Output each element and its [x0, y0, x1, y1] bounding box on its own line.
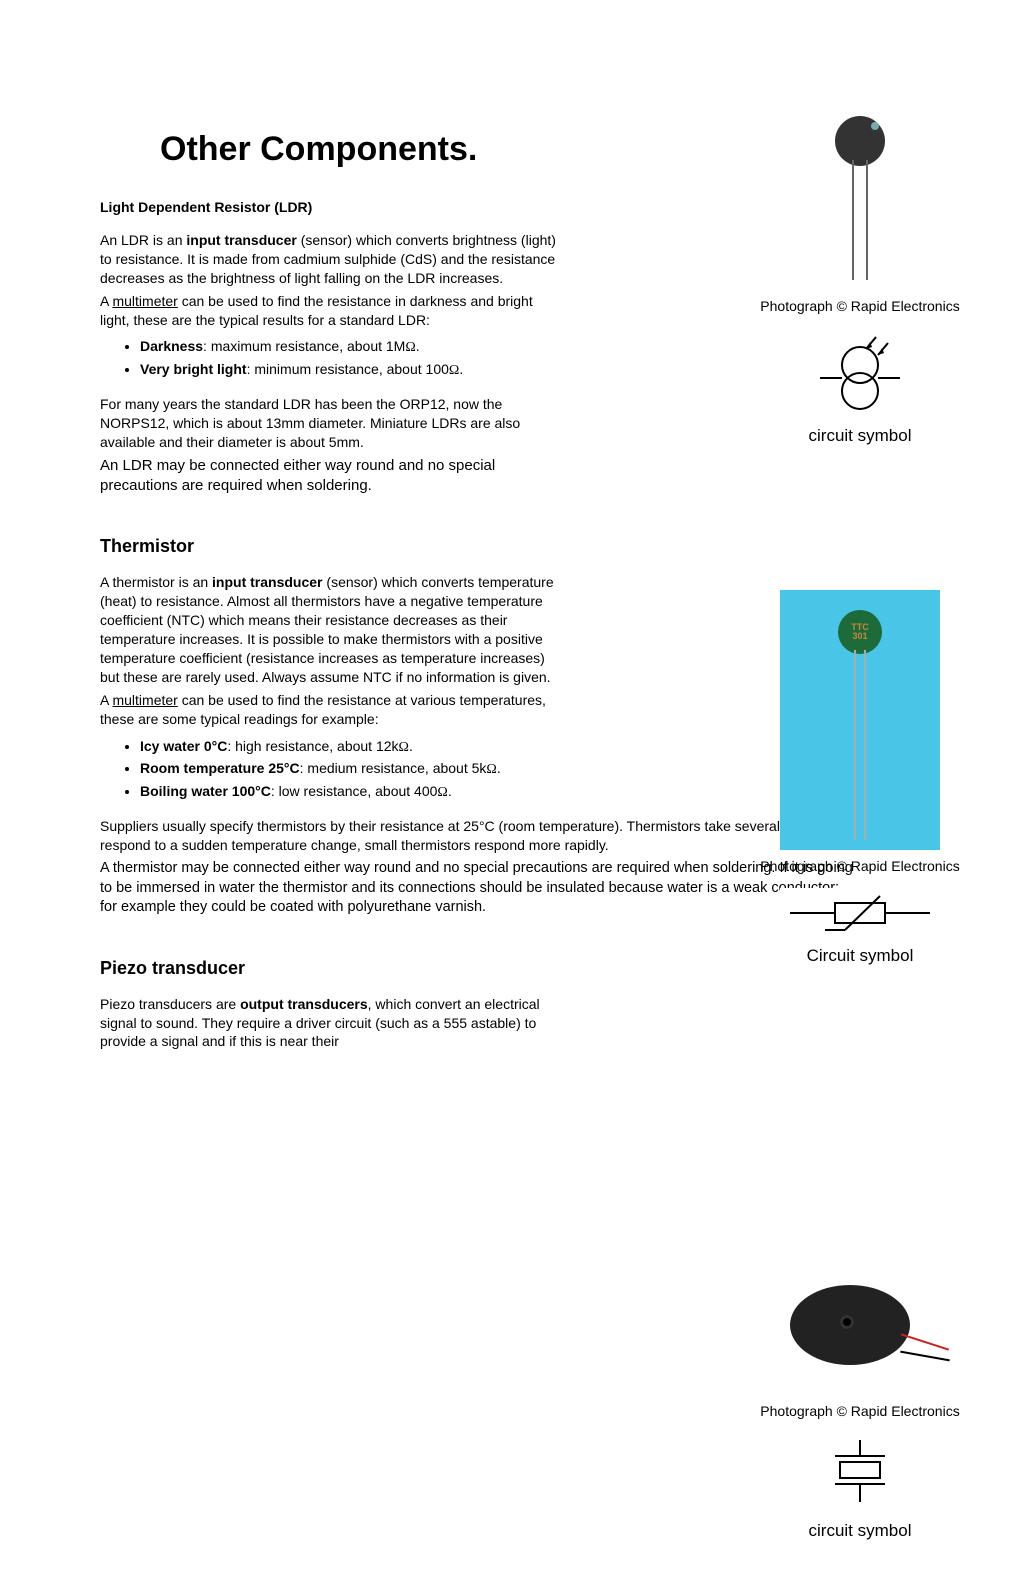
thermistor-symbol-caption: Circuit symbol [730, 946, 990, 966]
text-bold: Boiling water 100°C [140, 783, 271, 799]
text-underline: multimeter [112, 692, 177, 708]
omega-symbol: Ω [486, 762, 496, 777]
thermistor-circuit-symbol [780, 888, 940, 938]
ldr-right-column: Photograph © Rapid Electronics circuit s… [730, 110, 990, 476]
thermistor-right-column: TTC301 Photograph © Rapid Electronics Ci… [730, 590, 990, 996]
text-bold: input transducer [186, 232, 296, 248]
omega-symbol: Ω [437, 785, 447, 800]
ldr-paragraph-2: A multimeter can be used to find the res… [100, 292, 560, 330]
text: : medium resistance, about 5k [300, 760, 487, 776]
omega-symbol: Ω [405, 340, 415, 355]
piezo-right-column: Photograph © Rapid Electronics circuit s… [730, 1275, 990, 1571]
ldr-paragraph-3: For many years the standard LDR has been… [100, 395, 560, 452]
thermistor-leg [864, 650, 866, 840]
thermistor-paragraph-2: A multimeter can be used to find the res… [100, 691, 560, 729]
text: : maximum resistance, about 1M [203, 338, 405, 354]
text: . [448, 783, 452, 799]
text: : high resistance, about 12k [227, 738, 398, 754]
ldr-paragraph-1: An LDR is an input transducer (sensor) w… [100, 231, 560, 288]
text: (sensor) which converts temperature (hea… [100, 574, 554, 684]
piezo-photograph [770, 1275, 950, 1395]
text-bold: output transducers [240, 996, 368, 1012]
ldr-leg [866, 160, 868, 280]
ldr-symbol-caption: circuit symbol [730, 426, 990, 446]
text: An LDR is an [100, 232, 186, 248]
thermistor-bead: TTC301 [838, 610, 882, 654]
piezo-paragraph-1: Piezo transducers are output transducers… [100, 995, 560, 1052]
list-item: Darkness: maximum resistance, about 1MΩ. [140, 337, 560, 358]
ldr-leg [852, 160, 854, 280]
text-underline: multimeter [112, 293, 177, 309]
piezo-disc-shape [790, 1285, 910, 1365]
text: . [409, 738, 413, 754]
omega-symbol: Ω [399, 740, 409, 755]
text-bold: Icy water 0°C [140, 738, 227, 754]
piezo-wire-black [900, 1351, 950, 1362]
text: Piezo transducers are [100, 996, 240, 1012]
text-bold: Very bright light [140, 361, 247, 377]
piezo-photo-caption: Photograph © Rapid Electronics [730, 1403, 990, 1419]
thermistor-heading: Thermistor [100, 536, 920, 557]
ldr-body-shape [835, 116, 885, 166]
thermistor-text-block: A thermistor is an input transducer (sen… [100, 573, 560, 728]
piezo-text-block: Piezo transducers are output transducers… [100, 995, 560, 1052]
thermistor-photograph: TTC301 [780, 590, 940, 850]
piezo-wire-red [901, 1333, 949, 1350]
text: A [100, 692, 112, 708]
thermistor-paragraph-1: A thermistor is an input transducer (sen… [100, 573, 560, 686]
ldr-photo-caption: Photograph © Rapid Electronics [730, 298, 990, 314]
text: : low resistance, about 400 [271, 783, 438, 799]
text-bold: Room temperature 25°C [140, 760, 300, 776]
ldr-paragraph-4: An LDR may be connected either way round… [100, 456, 560, 497]
thermistor-leg [854, 650, 856, 840]
ldr-photograph [780, 110, 940, 290]
text: . [416, 338, 420, 354]
text: . [459, 361, 463, 377]
piezo-symbol-caption: circuit symbol [730, 1521, 990, 1541]
ldr-circuit-symbol [780, 328, 940, 418]
text-bold: Darkness [140, 338, 203, 354]
thermistor-photo-caption: Photograph © Rapid Electronics [730, 858, 990, 874]
ldr-text-block: An LDR is an input transducer (sensor) w… [100, 231, 560, 496]
text-bold: input transducer [212, 574, 322, 590]
text: A thermistor is an [100, 574, 212, 590]
text: . [497, 760, 501, 776]
omega-symbol: Ω [449, 363, 459, 378]
ldr-bullet-list: Darkness: maximum resistance, about 1MΩ.… [140, 337, 560, 381]
text: : minimum resistance, about 100 [247, 361, 449, 377]
piezo-circuit-symbol [800, 1433, 920, 1513]
text: A [100, 293, 112, 309]
list-item: Very bright light: minimum resistance, a… [140, 360, 560, 381]
